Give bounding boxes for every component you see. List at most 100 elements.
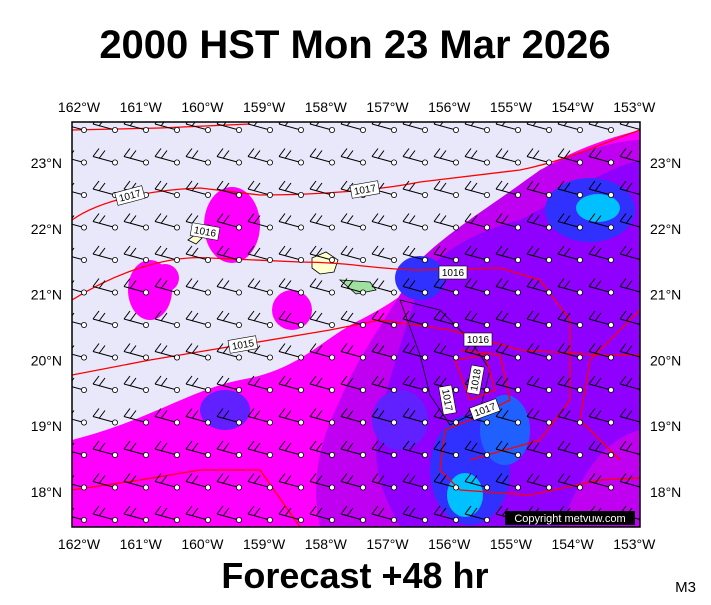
barb-station: [515, 321, 522, 328]
barb-staff: [216, 448, 240, 456]
barb-flag: [191, 442, 199, 452]
barb-flag: [470, 442, 478, 452]
barb-staff: [433, 351, 457, 358]
barb-staff: [495, 156, 519, 163]
barb-staff: [185, 156, 209, 163]
barb-flag: [222, 442, 230, 452]
barb-staff: [185, 123, 209, 131]
barb-flag: [92, 375, 100, 385]
isobar-label-bg: [463, 332, 493, 347]
barb-flag: [278, 505, 286, 515]
barb-flag: [98, 507, 106, 517]
barb-staff: [154, 351, 178, 358]
barb-flag: [222, 345, 230, 354]
barb-flag: [619, 310, 627, 320]
barb-staff: [247, 448, 271, 456]
barb-flag: [222, 410, 230, 419]
barb-flag: [408, 150, 416, 159]
lat-label-left: 23°N: [31, 155, 62, 171]
barb-flag: [92, 213, 100, 222]
barb-station: [577, 354, 584, 361]
barb-flag: [619, 180, 627, 190]
wind-barb: [495, 310, 522, 328]
barb-staff: [619, 318, 640, 325]
wind-barb: [495, 245, 522, 263]
barb-flag: [402, 473, 410, 482]
lat-label-right: 18°N: [650, 484, 681, 500]
barb-staff: [495, 221, 519, 228]
barb-flag: [588, 408, 596, 417]
barb-flag: [408, 247, 416, 257]
barb-flag: [402, 245, 410, 255]
barb-flag: [72, 182, 75, 187]
barb-station: [173, 484, 180, 491]
barb-staff: [402, 286, 426, 293]
barb-staff: [92, 318, 116, 326]
barb-station: [112, 451, 119, 458]
barb-station: [328, 289, 335, 296]
barb-station: [81, 159, 88, 166]
barb-station: [421, 451, 428, 458]
barb-flag: [408, 507, 416, 517]
barb-staff: [433, 416, 457, 423]
barb-station: [173, 354, 180, 361]
wind-barb: [588, 343, 615, 361]
wind-barb: [495, 473, 522, 491]
barb-station: [328, 127, 335, 134]
barb-flag: [588, 310, 596, 320]
wind-barb: [92, 440, 119, 458]
barb-staff: [464, 253, 488, 261]
lon-label-top: 159°W: [243, 99, 286, 115]
wind-barb: [278, 310, 304, 328]
barb-flag: [439, 122, 444, 127]
barb-flag: [72, 507, 75, 512]
wind-barb: [464, 180, 490, 198]
wind-barb: [216, 343, 242, 361]
wind-barb: [185, 440, 211, 458]
barb-flag: [346, 475, 354, 484]
wind-barb: [557, 310, 584, 328]
wind-barb: [526, 473, 553, 491]
wind-barb: [402, 408, 428, 426]
barb-flag: [501, 215, 509, 224]
barb-station: [142, 517, 149, 524]
barb-staff: [123, 448, 147, 456]
barb-station: [297, 224, 304, 231]
barb-station: [577, 256, 584, 263]
barb-flag: [92, 440, 100, 450]
barb-station: [235, 191, 242, 198]
barb-staff: [557, 383, 581, 391]
wind-barb: [154, 310, 180, 328]
wind-barb: [371, 440, 397, 458]
wind-barb: [247, 505, 273, 524]
barb-station: [235, 159, 242, 166]
barb-station: [328, 354, 335, 361]
barb-staff: [278, 221, 302, 228]
wind-barb: [154, 505, 180, 524]
barb-flag: [278, 473, 286, 482]
barb-flag: [284, 507, 292, 517]
barb-staff: [526, 351, 550, 358]
barb-staff: [185, 416, 209, 423]
barb-station: [81, 191, 88, 198]
barb-flag: [92, 408, 100, 417]
barb-staff: [495, 383, 519, 391]
barb-flag: [185, 375, 193, 385]
barb-flag: [309, 245, 317, 255]
barb-staff: [216, 123, 240, 131]
wind-barb: [278, 213, 304, 231]
barb-station: [421, 321, 428, 328]
barb-flag: [619, 278, 627, 287]
barb-flag: [222, 312, 230, 322]
barb-staff: [340, 448, 364, 456]
barb-staff: [123, 156, 147, 163]
wind-barb: [495, 148, 522, 166]
barb-flag: [371, 278, 379, 287]
barb-flag: [495, 505, 503, 515]
barb-staff: [72, 158, 85, 163]
barb-staff: [371, 123, 395, 131]
lon-label-bottom: 161°W: [120, 536, 163, 552]
barb-flag: [501, 182, 509, 192]
barb-flag: [62, 376, 68, 384]
barb-flag: [160, 475, 168, 484]
